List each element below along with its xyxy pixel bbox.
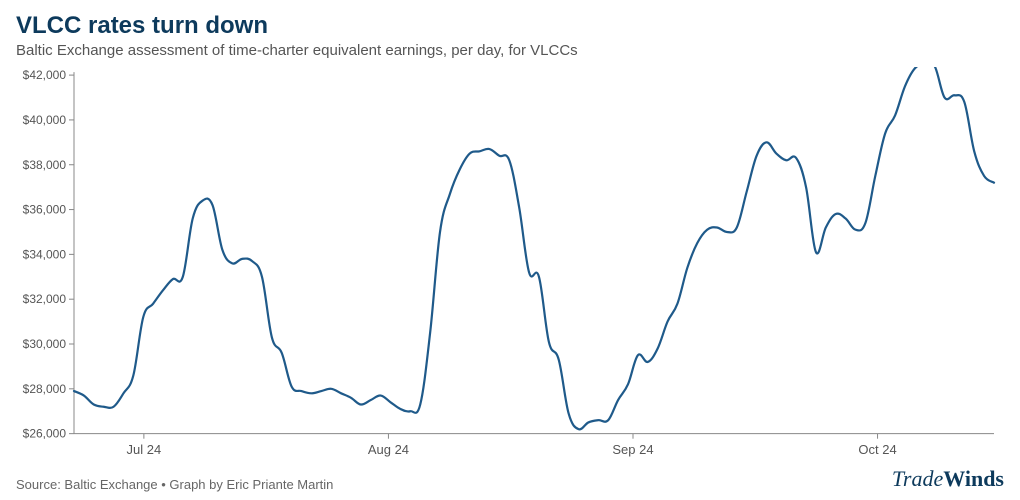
svg-text:$40,000: $40,000	[23, 113, 67, 127]
brand-logo: TradeWinds	[892, 466, 1004, 492]
chart-area: $26,000 $28,000 $30,000 $32,000 $34,000 $36,0…	[16, 67, 1004, 462]
source-text: Source: Baltic Exchange • Graph by Eric …	[16, 477, 333, 492]
svg-text:$34,000: $34,000	[23, 247, 67, 261]
svg-text:$42,000: $42,000	[23, 68, 67, 82]
svg-text:Jul 24: Jul 24	[127, 442, 162, 457]
chart-container: VLCC rates turn down Baltic Exchange ass…	[0, 0, 1020, 500]
chart-title: VLCC rates turn down	[16, 12, 1004, 40]
svg-text:Oct 24: Oct 24	[858, 442, 896, 457]
svg-text:$36,000: $36,000	[23, 203, 67, 217]
brand-part-1: Trade	[892, 466, 943, 491]
svg-text:$32,000: $32,000	[23, 292, 67, 306]
svg-text:Aug 24: Aug 24	[368, 442, 409, 457]
svg-text:$26,000: $26,000	[23, 427, 67, 441]
line-chart: $26,000 $28,000 $30,000 $32,000 $34,000 $36,0…	[16, 67, 1004, 462]
svg-text:$30,000: $30,000	[23, 337, 67, 351]
svg-text:$28,000: $28,000	[23, 382, 67, 396]
svg-text:Sep 24: Sep 24	[612, 442, 653, 457]
brand-part-2: Winds	[943, 466, 1004, 491]
chart-footer: Source: Baltic Exchange • Graph by Eric …	[16, 462, 1004, 492]
svg-text:$38,000: $38,000	[23, 158, 67, 172]
chart-subtitle: Baltic Exchange assessment of time-chart…	[16, 42, 1004, 59]
